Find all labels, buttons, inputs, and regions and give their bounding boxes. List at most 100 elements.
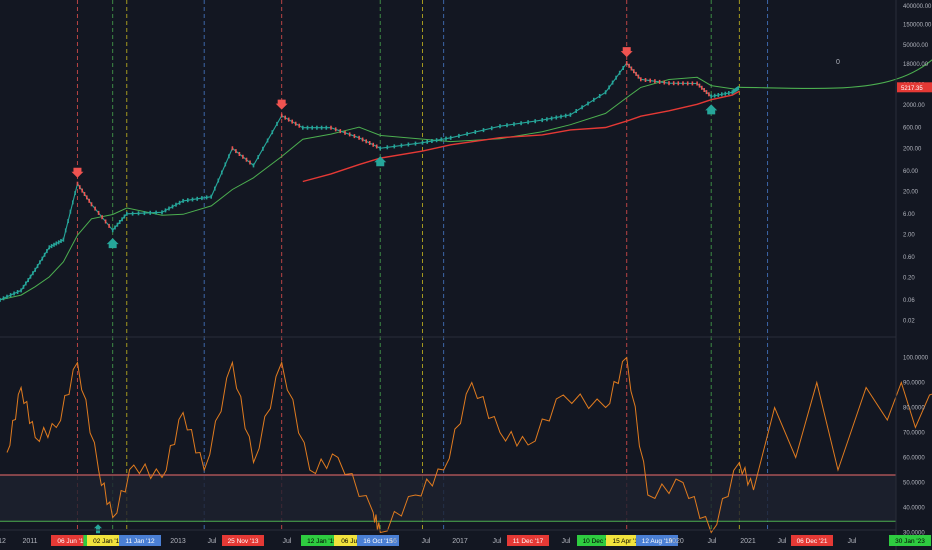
- price-candle: [400, 143, 403, 148]
- price-candle: [32, 271, 34, 276]
- price-candle: [426, 139, 428, 144]
- price-candle: [298, 123, 301, 128]
- price-candle: [365, 139, 367, 144]
- date-badge-bottom: [301, 535, 343, 546]
- price-candle: [713, 93, 716, 98]
- oscillator-tick-label: 70.0000: [903, 431, 925, 437]
- price-candle: [111, 228, 114, 233]
- price-candle: [238, 152, 241, 156]
- price-candle: [6, 294, 8, 299]
- price-candle: [630, 66, 633, 71]
- time-tick-label: Jul: [848, 538, 857, 545]
- price-candle: [86, 195, 88, 200]
- oscillator-tick-label: 90.0000: [903, 381, 925, 387]
- price-candle: [506, 123, 508, 128]
- price-candle: [143, 211, 146, 216]
- price-tick-label: 0.20: [903, 275, 915, 281]
- price-tick-label: 0.02: [903, 319, 915, 325]
- price-candle: [672, 81, 675, 86]
- price-candle: [541, 118, 543, 123]
- price-candle: [64, 228, 67, 233]
- price-candle: [287, 117, 290, 122]
- price-candle: [276, 121, 278, 126]
- price-candle: [581, 105, 583, 110]
- price-candle: [658, 79, 661, 84]
- price-candle: [48, 245, 51, 250]
- top-arrow-2: [620, 47, 633, 58]
- bottom-arrow-2: [705, 104, 718, 115]
- date-badge-blue: [119, 535, 161, 546]
- price-candle: [708, 92, 710, 97]
- oscillator-tick-label: 100.0000: [903, 356, 929, 362]
- price-candle: [121, 217, 123, 222]
- price-candle: [74, 191, 76, 196]
- time-tick-label: Jul: [708, 538, 717, 545]
- price-candle: [458, 133, 460, 138]
- projection-up-curve: [739, 59, 932, 90]
- price-candle: [513, 122, 515, 127]
- price-candle: [196, 196, 198, 201]
- price-candle: [737, 86, 739, 91]
- price-candle: [116, 222, 119, 227]
- date-badge-label: 30 Jan '23: [895, 538, 925, 545]
- price-candle: [284, 115, 286, 120]
- price-candle: [164, 208, 167, 213]
- date-badge-yellow: [87, 535, 129, 546]
- price-tick-label: 6.00: [903, 212, 915, 218]
- price-candle: [728, 91, 730, 95]
- price-candle: [637, 74, 640, 79]
- date-badge-bottom: [577, 535, 619, 546]
- time-tick-label: Jul: [562, 538, 571, 545]
- price-candle: [339, 129, 342, 134]
- price-candle: [654, 79, 656, 84]
- price-candle: [72, 200, 74, 205]
- price-candle: [733, 88, 736, 93]
- price-candle: [550, 116, 553, 121]
- price-candle: [440, 137, 443, 142]
- time-tick-label: 12: [0, 538, 6, 545]
- price-candle: [221, 170, 223, 175]
- time-tick-label: Jul: [283, 538, 292, 545]
- price-tick-label: 0.06: [903, 298, 915, 304]
- date-badge-top: [507, 535, 549, 546]
- price-candle: [555, 115, 558, 120]
- price-candle: [368, 141, 371, 145]
- price-candle: [53, 242, 55, 247]
- price-tick-label: 400000.00: [903, 4, 932, 10]
- oscillator-tick-label: 50.0000: [903, 481, 925, 487]
- date-badge-label: 06 Jun '11: [57, 538, 87, 545]
- price-tick-label: 0.60: [903, 255, 915, 261]
- top-arrow-0: [71, 167, 84, 178]
- price-candle: [560, 114, 562, 119]
- price-candle: [604, 90, 607, 95]
- price-candle: [294, 121, 297, 126]
- price-tick-label: 200.00: [903, 146, 922, 152]
- price-candle: [325, 125, 328, 130]
- price-candle: [344, 130, 346, 135]
- price-candle: [466, 131, 468, 136]
- oscillator-tick-label: 40.0000: [903, 506, 925, 512]
- price-candle: [2, 296, 5, 301]
- price-candle: [88, 198, 90, 203]
- price-panel: [0, 47, 932, 302]
- date-badge-label: 11 Dec '17: [513, 538, 544, 545]
- price-marker-label: 0: [836, 59, 840, 66]
- top-arrow-1: [275, 99, 288, 110]
- price-candle: [149, 210, 151, 215]
- price-candle: [155, 210, 157, 215]
- price-tick-label: 600.00: [903, 126, 922, 132]
- bottom-arrow-0: [106, 238, 119, 249]
- price-candle: [575, 109, 577, 113]
- oscillator-bottom-arrow: [94, 524, 102, 534]
- time-tick-label: 2021: [740, 538, 756, 545]
- price-candle: [717, 93, 720, 97]
- price-candle: [182, 198, 184, 203]
- time-tick-label: 2020: [668, 538, 684, 545]
- price-candle: [257, 155, 259, 160]
- cycle-vertical-lines: [76, 0, 769, 530]
- price-candle: [271, 130, 274, 135]
- price-candle: [598, 94, 601, 98]
- date-badge-label: 10 Dec '18: [583, 538, 614, 545]
